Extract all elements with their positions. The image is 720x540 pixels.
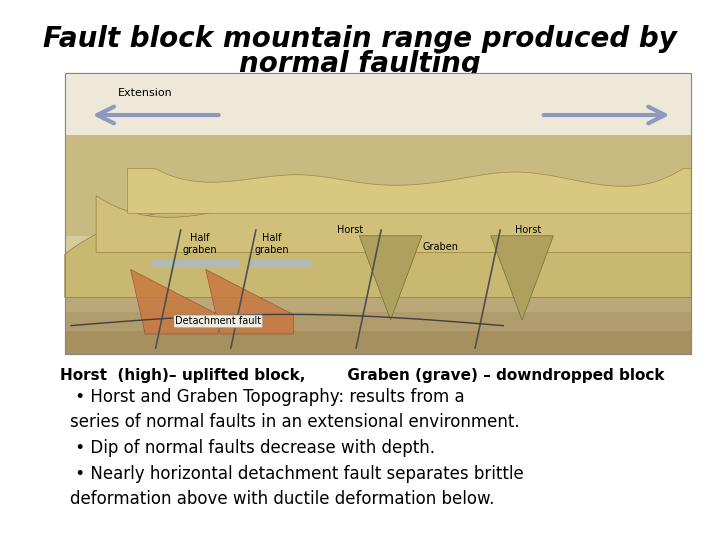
Text: Half
graben: Half graben [254,233,289,255]
Polygon shape [65,73,691,134]
Polygon shape [65,272,691,292]
Polygon shape [65,210,691,298]
Polygon shape [127,168,691,213]
Text: • Horst and Graben Topography: results from a
series of normal faults in an exte: • Horst and Graben Topography: results f… [70,388,523,509]
Polygon shape [250,260,312,268]
Polygon shape [65,292,691,312]
Polygon shape [96,191,691,253]
Text: Horst  (high)– uplifted block,        Graben (grave) – downdropped block: Horst (high)– uplifted block, Graben (gr… [60,368,665,383]
Text: Horst: Horst [516,225,541,235]
Polygon shape [206,269,294,334]
Text: Graben: Graben [423,242,459,252]
Polygon shape [65,312,691,331]
Text: Horst: Horst [337,225,363,235]
Polygon shape [130,269,218,334]
Polygon shape [65,253,691,272]
Polygon shape [65,73,691,354]
Polygon shape [65,236,691,253]
Text: normal faulting: normal faulting [239,50,481,78]
Text: Fault block mountain range produced by: Fault block mountain range produced by [43,25,677,53]
Polygon shape [491,236,554,320]
Text: Extension: Extension [118,88,173,98]
Text: Half
graben: Half graben [182,233,217,255]
Text: Detachment fault: Detachment fault [175,316,261,326]
Polygon shape [153,260,240,268]
Polygon shape [359,236,422,320]
Polygon shape [65,331,691,354]
Polygon shape [65,73,691,236]
